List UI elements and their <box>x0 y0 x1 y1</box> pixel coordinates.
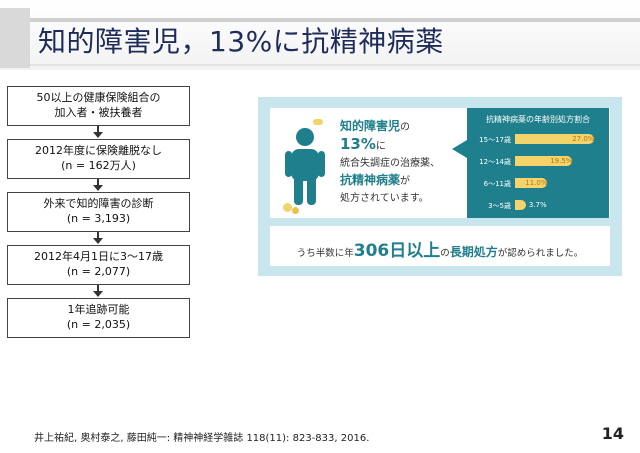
bar-category-label: 15～17歳 <box>479 136 511 144</box>
flow-step-2-line1: 2012年度に保険離脱なし <box>35 144 162 157</box>
title-band <box>0 0 640 70</box>
flow-step-1-line1: 50以上の健康保険組合の <box>36 91 161 104</box>
title-top-bar <box>30 18 640 22</box>
bar-category-label: 3～5歳 <box>488 202 511 210</box>
flow-arrow-4-head <box>93 291 103 297</box>
page-number: 14 <box>601 424 624 443</box>
age-bar-chart: 抗精神病薬の年齢別処方割合 15～17歳 27.0% 12～14歳 19.5% 6～11… <box>467 108 609 218</box>
flow-step-3: 外来で知的障害の診断 (n = 3,193) <box>7 192 190 232</box>
bottom-mid: の <box>440 248 450 259</box>
flow-arrow-3-head <box>93 238 103 244</box>
flow-arrow-3 <box>97 232 99 238</box>
chart-title: 抗精神病薬の年齢別処方割合 <box>486 115 590 124</box>
flow-step-5: 1年追跡可能 (n = 2,035) <box>7 298 190 338</box>
bar <box>515 178 548 188</box>
flow-arrow-4 <box>97 285 99 291</box>
flow-step-5-line1: 1年追跡可能 <box>67 303 130 316</box>
flow-step-4: 2012年4月1日に3～17歳 (n = 2,077) <box>7 245 190 285</box>
flow-arrow-2-head <box>93 185 103 191</box>
bar-category-label: 6～11歳 <box>483 180 511 188</box>
child-person-icon <box>285 128 325 205</box>
flow-step-2-line2: (n = 162万人) <box>61 159 136 172</box>
bar-value-label: 27.0% <box>572 135 595 143</box>
flow-step-5-line2: (n = 2,035) <box>66 318 131 331</box>
flow-arrow-1-head <box>93 132 103 138</box>
bar-category-label: 12～14歳 <box>479 158 511 166</box>
flow-step-3-line2: (n = 3,193) <box>66 212 131 225</box>
flow-step-1: 50以上の健康保険組合の 加入者・被扶養者 <box>7 86 190 126</box>
flow-step-4-line1: 2012年4月1日に3～17歳 <box>34 250 163 263</box>
percent-suffix: に <box>375 141 386 152</box>
flow-arrow-2 <box>97 179 99 185</box>
drug-text: 抗精神病薬 <box>340 173 401 187</box>
flow-step-4-line2: (n = 2,077) <box>66 265 131 278</box>
bar <box>515 134 595 144</box>
bar-value-label: 19.5% <box>550 157 573 165</box>
flow-step-3-line1: 外来で知的障害の診断 <box>43 197 154 210</box>
pill-icon <box>283 203 292 212</box>
slide-title: 知的障害児，13%に抗精神病薬 <box>38 25 444 58</box>
bar-value-label: 11.0% <box>525 179 548 187</box>
drug-suffix: が <box>400 176 411 187</box>
callout-pointer <box>452 140 467 158</box>
infographic-bottom-card <box>270 226 610 266</box>
bar <box>515 156 573 166</box>
line3-text: 統合失調症の治療薬、 <box>340 158 440 169</box>
title-accent-block <box>0 8 30 68</box>
flow-step-1-line2: 加入者・被扶養者 <box>54 106 143 119</box>
title-rule <box>30 64 640 66</box>
percent-text: 13% <box>340 135 376 153</box>
bar <box>515 200 526 210</box>
pill-icon <box>292 207 299 214</box>
infographic-text: 知的障害児の 13%に 統合失調症の治療薬、 抗精神病薬が 処方されています。 <box>340 118 440 207</box>
line5-text: 処方されています。 <box>340 193 429 204</box>
heading-text: 知的障害児 <box>340 119 401 133</box>
bottom-post: が認められました。 <box>497 248 584 259</box>
bar-value-label: 3.7% <box>528 201 547 209</box>
flow-arrow-1 <box>97 126 99 132</box>
bottom-number: 306日以上 <box>353 241 441 261</box>
bottom-emphasis: 長期処方 <box>449 245 498 259</box>
bottom-pre: うち半数に年 <box>296 248 354 259</box>
flow-step-2: 2012年度に保険離脱なし (n = 162万人) <box>7 139 190 179</box>
bottom-statement: うち半数に年306日以上の長期処方が認められました。 <box>270 236 610 261</box>
pill-icon <box>313 119 323 125</box>
citation: 井上祐紀, 奥村泰之, 藤田純一: 精神神経学雑誌 118(11): 823-8… <box>34 433 370 444</box>
heading-suffix: の <box>400 122 411 133</box>
